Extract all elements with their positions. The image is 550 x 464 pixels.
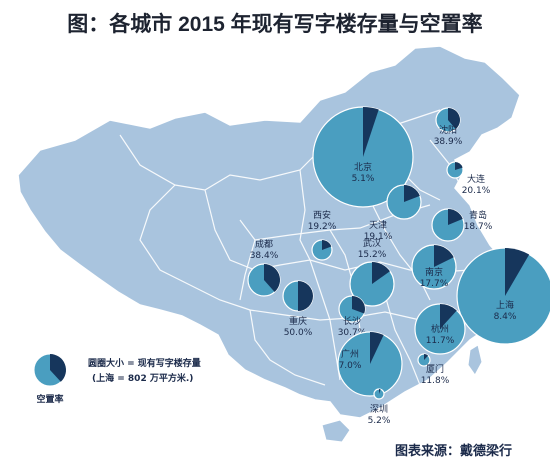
legend-note-line2: (上海 = 802 万平方米.) (92, 372, 193, 384)
city-pie-9: 上海8.4% (456, 247, 550, 345)
city-name-14: 厦门 (426, 363, 444, 375)
city-pie-0: 北京5.1% (312, 106, 414, 208)
city-name-0: 北京 (354, 161, 372, 173)
pie-vacancy-14 (424, 354, 429, 360)
pie-vacancy-9 (505, 248, 530, 296)
legend-note-line1: 圆圈大小 = 现有写字楼存量 (88, 357, 201, 369)
pie-vacancy-4 (448, 209, 463, 225)
city-vacancy-label-9: 8.4% (494, 312, 517, 322)
city-vacancy-label-0: 5.1% (352, 174, 375, 184)
city-name-12: 杭州 (431, 323, 449, 335)
taiwan-island (467, 344, 483, 376)
legend-label: 空置率 (36, 393, 63, 405)
pie-vacancy-15 (379, 389, 381, 394)
pie-vacancy-7 (372, 262, 390, 284)
pie-vacancy-8 (434, 245, 454, 267)
city-name-13: 广州 (341, 348, 359, 360)
legend: 空置率 圆圈大小 = 现有写字楼存量 (上海 = 802 万平方米.) (33, 353, 201, 405)
city-name-10: 重庆 (289, 315, 307, 327)
city-vacancy-label-6: 38.4% (250, 251, 279, 261)
pie-vacancy-13 (370, 332, 384, 364)
pie-vacancy-6 (264, 264, 281, 292)
city-name-5: 西安 (313, 209, 331, 221)
hainan-island (321, 419, 351, 443)
pie-vacancy-5 (322, 240, 332, 250)
pie-vacancy-0 (363, 107, 379, 157)
city-name-11: 长沙 (343, 315, 361, 327)
city-name-2: 大连 (467, 173, 485, 185)
city-vacancy-label-12: 11.7% (426, 336, 455, 346)
city-vacancy-label-14: 11.8% (421, 376, 450, 386)
city-pie-15: 深圳5.2% (368, 388, 391, 426)
city-vacancy-label-13: 7.0% (339, 361, 362, 371)
pie-vacancy-12 (440, 304, 457, 329)
pie-vacancy-2 (455, 162, 463, 170)
city-vacancy-label-5: 19.2% (308, 222, 337, 232)
city-name-15: 深圳 (370, 404, 388, 415)
city-vacancy-label-1: 38.9% (434, 137, 463, 147)
pie-stock-9 (456, 247, 550, 345)
pie-vacancy-11 (352, 296, 366, 314)
city-name-9: 上海 (496, 299, 514, 311)
city-name-3: 天津 (369, 220, 387, 231)
city-name-6: 成都 (255, 238, 273, 250)
legend-pie-vacant (50, 354, 66, 382)
city-vacancy-label-11: 30.7% (338, 328, 367, 338)
city-name-7: 武汉 (363, 237, 381, 249)
city-vacancy-label-10: 50.0% (284, 328, 313, 338)
pie-vacancy-1 (448, 108, 461, 130)
page-title: 图：各城市 2015 年现有写字楼存量与空置率 (67, 13, 483, 36)
city-vacancy-label-7: 15.2% (358, 250, 387, 260)
city-vacancy-label-3: 19.1% (364, 232, 393, 242)
city-vacancy-label-8: 17.7% (420, 279, 449, 289)
city-vacancy-label-2: 20.1% (462, 186, 491, 196)
city-name-4: 青岛 (469, 209, 487, 221)
pie-vacancy-3 (404, 185, 420, 202)
city-pie-13: 广州7.0% (337, 331, 403, 397)
city-vacancy-label-4: 18.7% (464, 222, 493, 232)
city-name-1: 沈阳 (439, 124, 457, 136)
pie-vacancy-10 (298, 281, 313, 311)
source-note: 图表来源：戴德梁行 (395, 444, 513, 459)
city-name-8: 南京 (425, 266, 443, 278)
city-vacancy-label-15: 5.2% (368, 416, 391, 426)
